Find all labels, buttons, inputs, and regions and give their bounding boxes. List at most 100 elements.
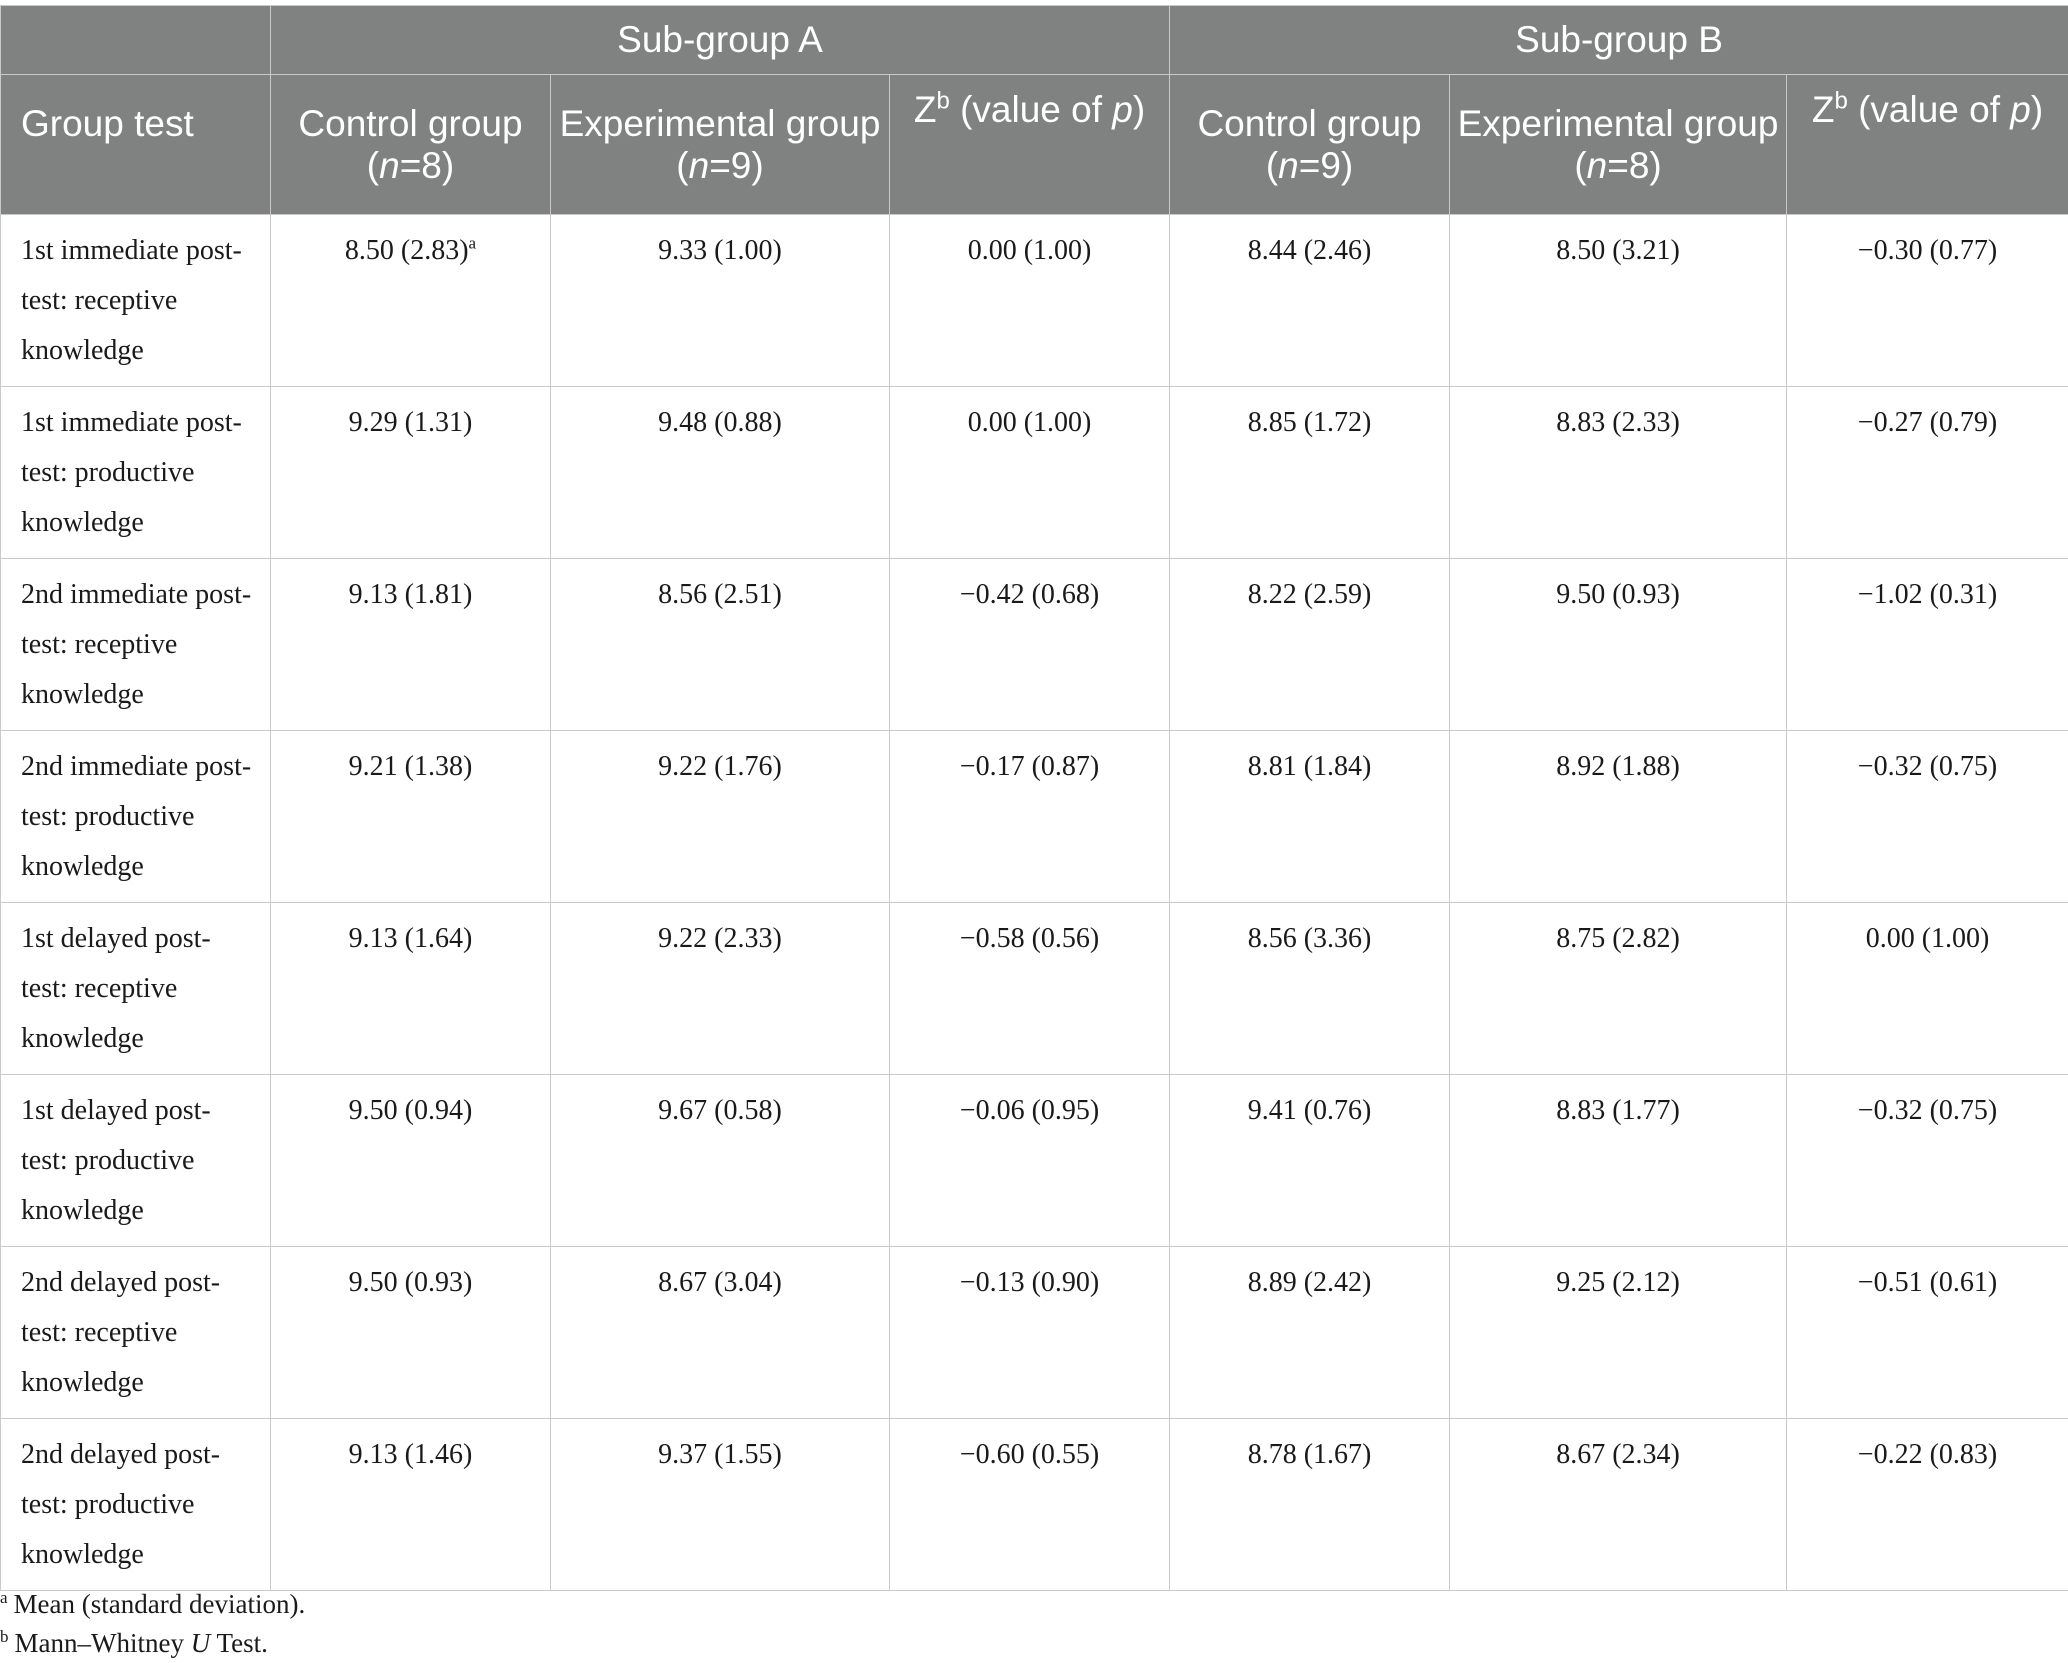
a-z-cell: −0.17 (0.87) xyxy=(888,730,1171,903)
results-table: Sub-group A Sub-group B Group test Contr… xyxy=(0,5,2068,1591)
table-row: 1st delayed post-test: productive knowle… xyxy=(0,1074,2068,1247)
b-experimental-cell: 9.25 (2.12) xyxy=(1449,1246,1788,1419)
table-row: 2nd delayed post-test: productive knowle… xyxy=(0,1418,2068,1591)
b-experimental-cell: 8.83 (2.33) xyxy=(1449,386,1788,559)
table-footnotes: a Mean (standard deviation). b Mann–Whitne… xyxy=(0,1585,305,1663)
subgroup-a-z-header: Zb (value of p) xyxy=(888,74,1171,215)
a-control-cell: 9.13 (1.46) xyxy=(270,1418,551,1591)
b-z-cell: −0.30 (0.77) xyxy=(1786,214,2068,387)
subgroup-b-experimental-header: Experimental group (n=8) xyxy=(1449,74,1788,215)
z-superscript: b xyxy=(1834,87,1848,115)
b-z-cell: −0.51 (0.61) xyxy=(1786,1246,2068,1419)
a-z-cell: −0.06 (0.95) xyxy=(888,1074,1171,1247)
b-control-cell: 8.85 (1.72) xyxy=(1169,386,1451,559)
subgroup-b-header: Sub-group B xyxy=(1169,5,2068,75)
experimental-group-label: Experimental group xyxy=(1457,102,1779,144)
table-header: Sub-group A Sub-group B Group test Contr… xyxy=(0,5,2068,215)
a-experimental-cell: 9.67 (0.58) xyxy=(550,1074,890,1247)
b-control-cell: 9.41 (0.76) xyxy=(1169,1074,1451,1247)
group-test-header: Group test xyxy=(0,74,271,215)
b-control-cell: 8.56 (3.36) xyxy=(1169,902,1451,1075)
p-letter: p xyxy=(1112,89,1133,130)
control-group-label: Control group xyxy=(1197,102,1422,144)
z-letter: Z xyxy=(1811,89,1835,130)
table-row: 2nd immediate post-test: productive know… xyxy=(0,730,2068,903)
footnote-b-marker: b xyxy=(0,1627,9,1646)
a-experimental-cell: 9.22 (1.76) xyxy=(550,730,890,903)
row-label: 1st delayed post-test: receptive knowled… xyxy=(0,902,271,1075)
n-value: =8) xyxy=(1607,144,1662,186)
footnote-b-u: U xyxy=(190,1628,211,1658)
close-paren: ) xyxy=(2030,89,2044,130)
experimental-group-label: Experimental group xyxy=(559,102,881,144)
b-control-cell: 8.81 (1.84) xyxy=(1169,730,1451,903)
b-control-cell: 8.22 (2.59) xyxy=(1169,558,1451,731)
footnote-a-marker: a xyxy=(0,1588,8,1607)
b-z-cell: −1.02 (0.31) xyxy=(1786,558,2068,731)
a-z-cell: 0.00 (1.00) xyxy=(888,386,1171,559)
n-letter: n xyxy=(1586,144,1608,186)
n-value: =9) xyxy=(1298,144,1354,186)
b-experimental-cell: 8.67 (2.34) xyxy=(1449,1418,1788,1591)
a-experimental-cell: 9.48 (0.88) xyxy=(550,386,890,559)
column-header-row: Group test Control group (n=8) Experiment… xyxy=(0,74,2068,215)
row-label: 2nd delayed post-test: receptive knowled… xyxy=(0,1246,271,1419)
header-blank-cell xyxy=(0,5,271,75)
table-row: 1st immediate post-test: receptive knowl… xyxy=(0,214,2068,387)
b-z-cell: −0.27 (0.79) xyxy=(1786,386,2068,559)
n-open: ( xyxy=(1265,144,1279,186)
b-control-cell: 8.78 (1.67) xyxy=(1169,1418,1451,1591)
table-body: 1st immediate post-test: receptive knowl… xyxy=(0,214,2068,1591)
z-letter: Z xyxy=(913,89,937,130)
a-experimental-cell: 8.67 (3.04) xyxy=(550,1246,890,1419)
n-open: ( xyxy=(676,144,689,186)
a-z-cell: −0.13 (0.90) xyxy=(888,1246,1171,1419)
b-z-cell: −0.32 (0.75) xyxy=(1786,1074,2068,1247)
n-value: =9) xyxy=(709,144,764,186)
a-experimental-cell: 9.22 (2.33) xyxy=(550,902,890,1075)
b-z-cell: −0.22 (0.83) xyxy=(1786,1418,2068,1591)
n-value: =8) xyxy=(399,144,455,186)
table-row: 2nd delayed post-test: receptive knowled… xyxy=(0,1246,2068,1419)
subgroup-header-row: Sub-group A Sub-group B xyxy=(0,5,2068,75)
n-letter: n xyxy=(379,144,400,186)
n-letter: n xyxy=(688,144,710,186)
b-control-cell: 8.89 (2.42) xyxy=(1169,1246,1451,1419)
b-experimental-cell: 8.83 (1.77) xyxy=(1449,1074,1788,1247)
table-row: 2nd immediate post-test: receptive knowl… xyxy=(0,558,2068,731)
row-label: 2nd delayed post-test: productive knowle… xyxy=(0,1418,271,1591)
p-letter: p xyxy=(2010,89,2031,130)
subgroup-a-header: Sub-group A xyxy=(269,5,1171,75)
footnote-a: a Mean (standard deviation). xyxy=(0,1585,305,1624)
a-control-cell: 9.13 (1.81) xyxy=(270,558,551,731)
z-superscript: b xyxy=(936,87,950,115)
row-label: 1st immediate post-test: productive know… xyxy=(0,386,271,559)
subgroup-b-control-header: Control group (n=9) xyxy=(1169,74,1451,215)
row-label: 1st delayed post-test: productive knowle… xyxy=(0,1074,271,1247)
a-control-cell: 9.21 (1.38) xyxy=(270,730,551,903)
a-control-cell: 9.50 (0.93) xyxy=(270,1246,551,1419)
n-open: ( xyxy=(366,144,380,186)
table-row: 1st delayed post-test: receptive knowled… xyxy=(0,902,2068,1075)
a-experimental-cell: 9.33 (1.00) xyxy=(550,214,890,387)
a-control-cell: 8.50 (2.83)a xyxy=(270,214,551,387)
subgroup-a-experimental-header: Experimental group (n=9) xyxy=(550,74,890,215)
b-z-cell: −0.32 (0.75) xyxy=(1786,730,2068,903)
a-control-cell: 9.13 (1.64) xyxy=(270,902,551,1075)
b-experimental-cell: 8.75 (2.82) xyxy=(1449,902,1788,1075)
footnote-b-text-end: Test. xyxy=(210,1628,268,1658)
a-z-cell: 0.00 (1.00) xyxy=(888,214,1171,387)
z-label: (value of xyxy=(1858,89,2011,130)
footnote-b: b Mann–Whitney U Test. xyxy=(0,1624,305,1663)
b-control-cell: 8.44 (2.46) xyxy=(1169,214,1451,387)
a-experimental-cell: 8.56 (2.51) xyxy=(550,558,890,731)
a-control-cell: 9.50 (0.94) xyxy=(270,1074,551,1247)
b-experimental-cell: 9.50 (0.93) xyxy=(1449,558,1788,731)
a-control-cell: 9.29 (1.31) xyxy=(270,386,551,559)
table-row: 1st immediate post-test: productive know… xyxy=(0,386,2068,559)
subgroup-b-z-header: Zb (value of p) xyxy=(1786,74,2068,215)
n-open: ( xyxy=(1574,144,1587,186)
footnote-a-text: Mean (standard deviation). xyxy=(13,1589,306,1619)
cell-value: 8.50 (2.83) xyxy=(344,235,469,266)
a-z-cell: −0.42 (0.68) xyxy=(888,558,1171,731)
